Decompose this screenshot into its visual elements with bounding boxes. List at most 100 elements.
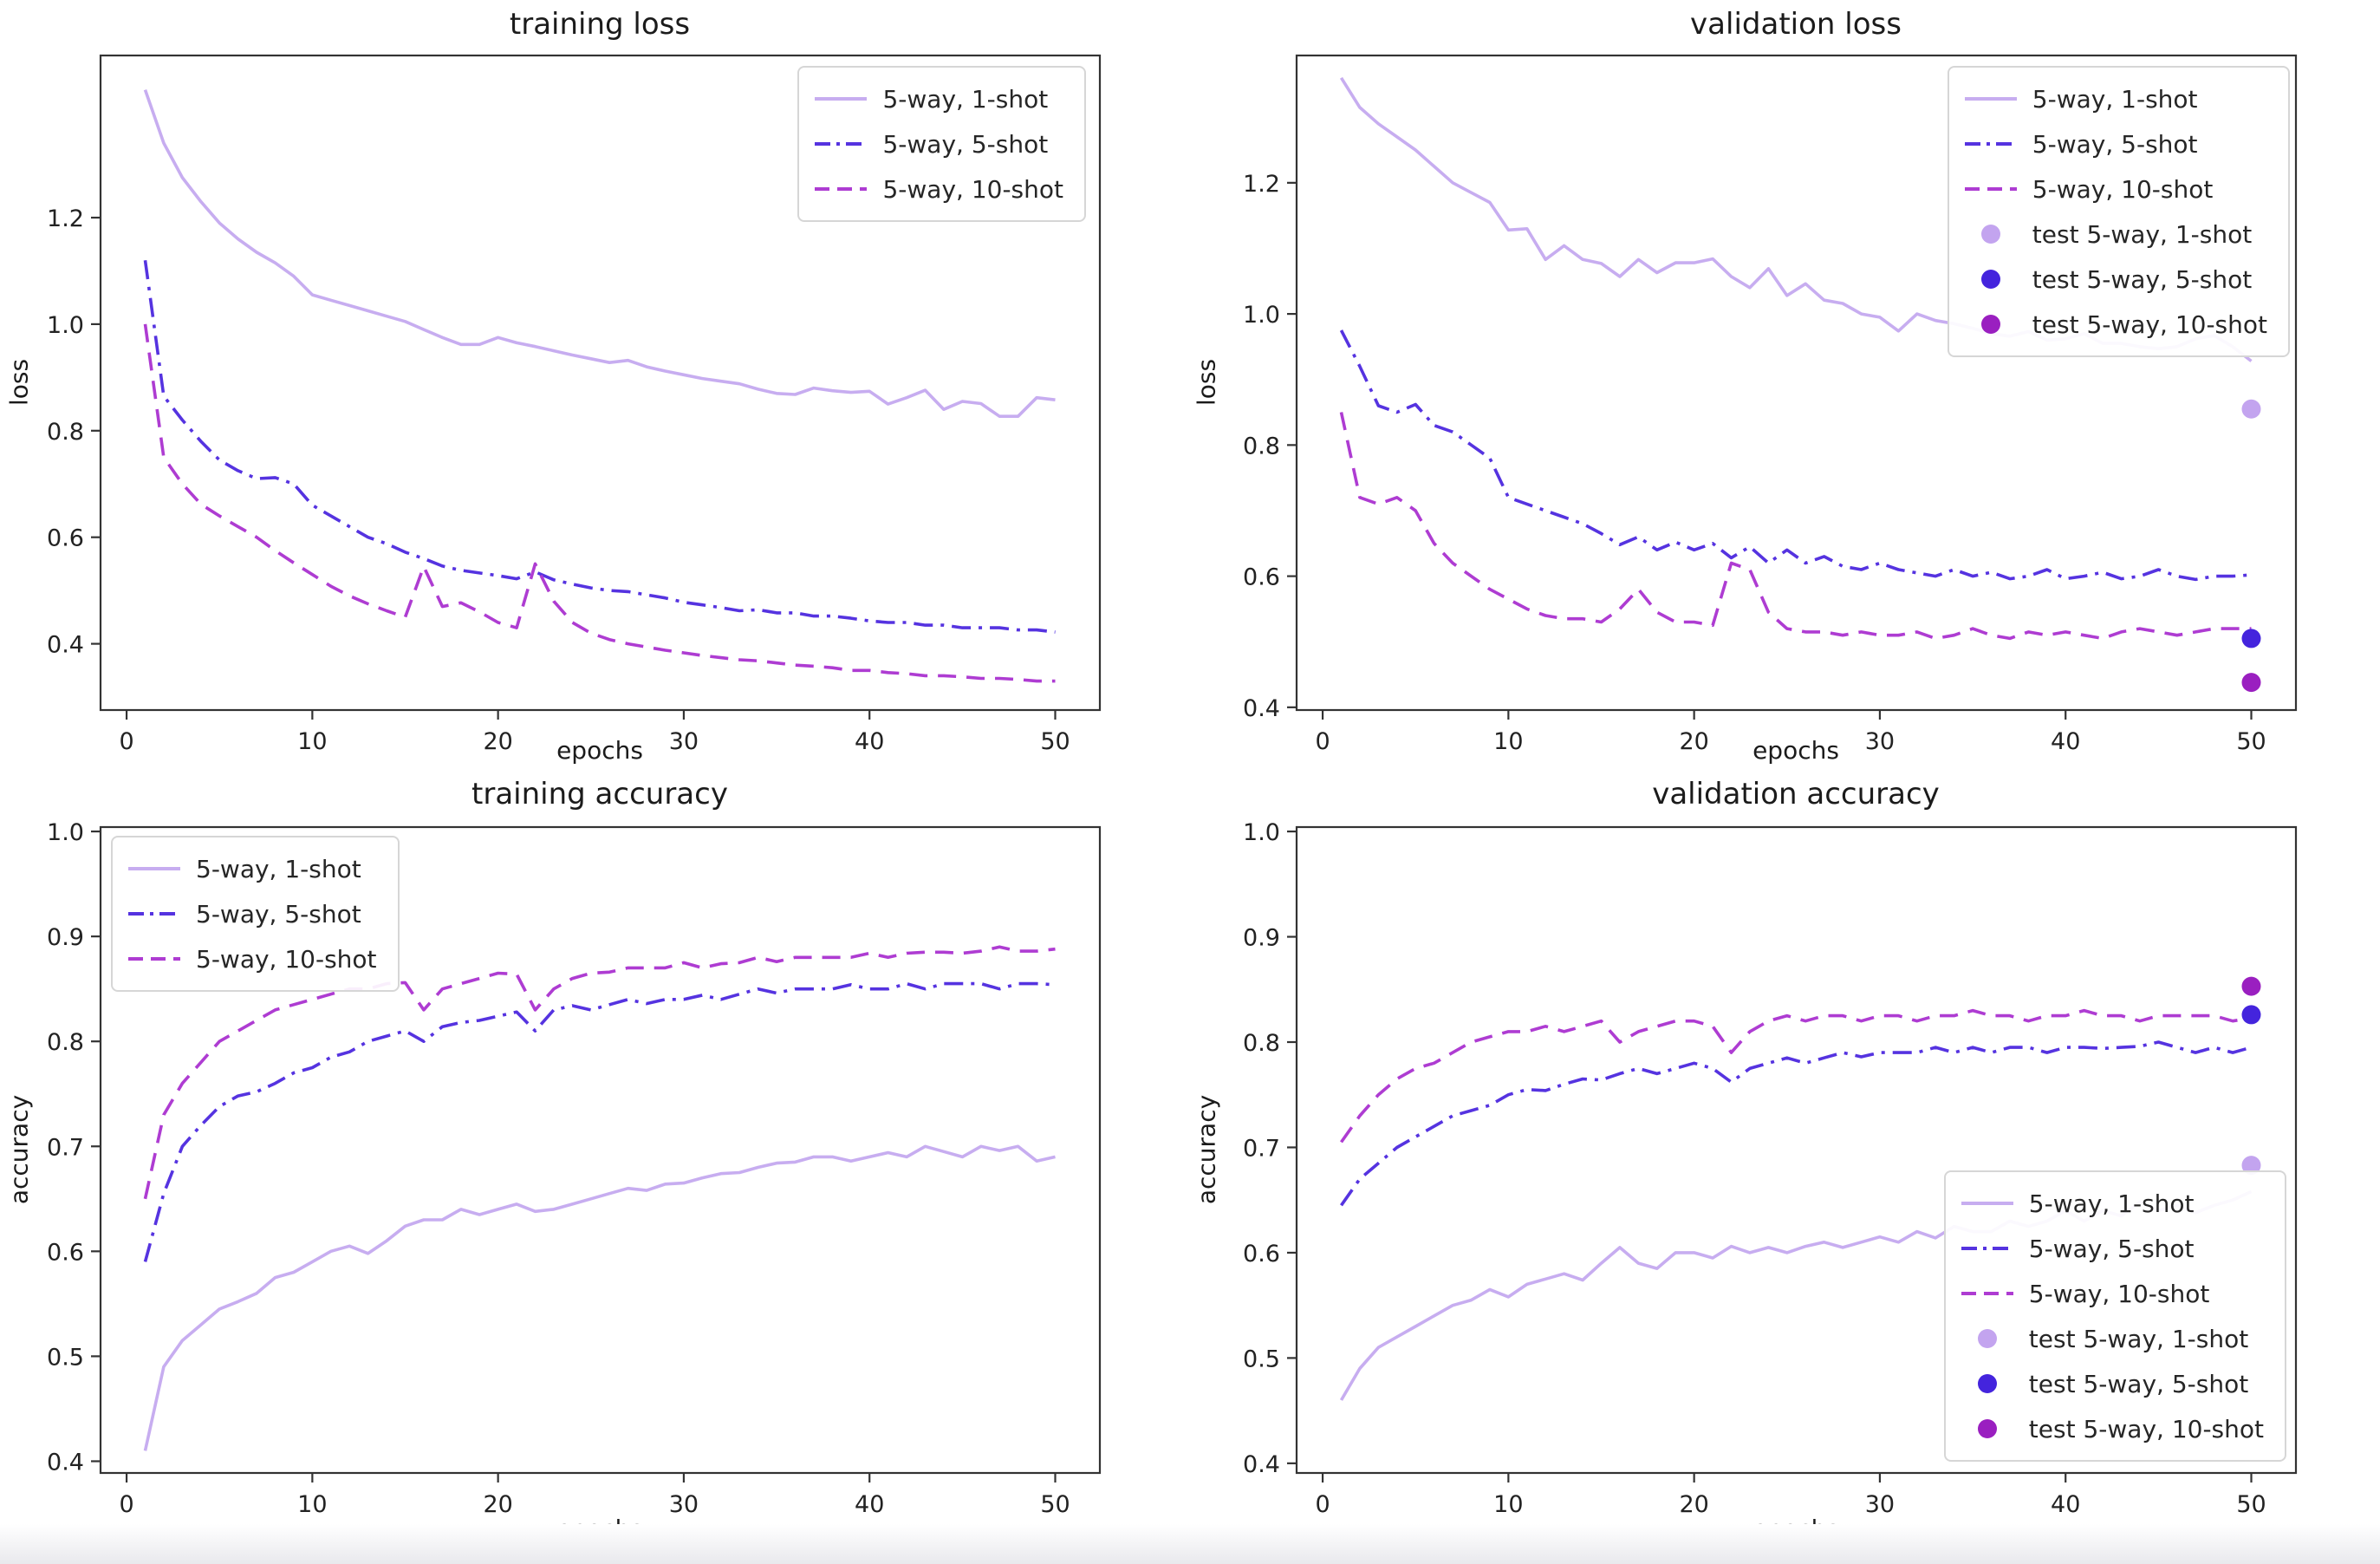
legend-entry: 5-way, 1-shot — [1960, 1181, 2264, 1226]
y-tick-label: 0.6 — [1243, 564, 1280, 591]
x-tick-label: 40 — [855, 728, 884, 755]
x-tick-label: 20 — [1679, 1491, 1708, 1518]
series-line-5-way-10-shot — [1340, 1008, 2252, 1144]
x-tick-label: 50 — [1040, 1491, 1070, 1518]
y-tick-label: 0.5 — [1243, 1346, 1280, 1372]
legend-entry: 5-way, 5-shot — [1963, 121, 2267, 166]
chart-title-validation-accuracy: validation accuracy — [1652, 777, 1940, 811]
series-line-5-way-10-shot — [1339, 412, 2252, 641]
legend-entry: 5-way, 10-shot — [813, 166, 1063, 212]
chart-title-validation-loss: validation loss — [1690, 7, 1902, 42]
legend-entry-label: 5-way, 1-shot — [2028, 1189, 2195, 1218]
legend-dot-swatch — [1977, 1419, 1997, 1438]
x-tick-label: 30 — [669, 728, 699, 755]
legend-entry-label: 5-way, 5-shot — [2032, 129, 2198, 159]
legend-entry-label: 5-way, 10-shot — [882, 174, 1063, 204]
plot-area-training-accuracy: 0 10 20 30 40 50 0.4 0.5 0.6 0.7 0.8 0.9 1.0 — [47, 819, 1102, 1518]
plot-area-training-loss: 0 10 20 30 40 50 0.4 0.6 0.8 1.0 1.2 — [47, 54, 1102, 755]
legend-line-swatch — [1964, 97, 2017, 101]
legend-validation-accuracy: 5-way, 1-shot 5-way, 5-shot 5-way, 10-shot… — [1943, 1170, 2286, 1462]
legend-entry-label: test 5-way, 10-shot — [2032, 310, 2267, 339]
x-tick-label: 40 — [2051, 728, 2080, 755]
legend-training-accuracy: 5-way, 1-shot 5-way, 5-shot 5-way, 10-shot — [111, 836, 400, 992]
series-line-5-way-5-shot — [143, 981, 1056, 1262]
legend-entry: 5-way, 1-shot — [1963, 76, 2267, 121]
test-point-test-5-way-10-shot — [2241, 673, 2261, 693]
x-tick-label: 0 — [1315, 728, 1330, 755]
x-tick-label: 0 — [1315, 1491, 1330, 1518]
legend-line-swatch — [815, 187, 868, 191]
y-tick-label: 0.7 — [47, 1134, 84, 1161]
legend-training-loss: 5-way, 1-shot 5-way, 5-shot 5-way, 10-shot — [797, 66, 1086, 222]
series-line-5-way-5-shot — [143, 259, 1056, 634]
x-tick-label: 50 — [2236, 728, 2266, 755]
y-axis-label: accuracy — [4, 1094, 34, 1205]
chart-title-training-accuracy: training accuracy — [471, 777, 728, 811]
x-tick-label: 10 — [1493, 728, 1523, 755]
x-tick-label: 50 — [2236, 1491, 2266, 1518]
legend-entry: 5-way, 10-shot — [1960, 1271, 2264, 1316]
axes-spine — [99, 54, 1102, 712]
legend-dot-swatch — [1977, 1374, 1997, 1393]
legend-entry-label: 5-way, 5-shot — [196, 899, 361, 929]
window-bottom-edge — [0, 1524, 2380, 1564]
legend-line-swatch — [128, 912, 180, 916]
y-axis-label: accuracy — [1192, 1094, 1221, 1205]
legend-line-swatch — [1964, 187, 2017, 191]
x-tick-label: 10 — [297, 1491, 327, 1518]
y-tick-label: 0.6 — [1243, 1241, 1280, 1267]
chart-title-training-loss: training loss — [509, 7, 691, 42]
y-axis-label: loss — [1192, 358, 1221, 407]
legend-entry-label: 5-way, 1-shot — [2032, 84, 2198, 114]
legend-entry-label: 5-way, 1-shot — [196, 854, 361, 883]
series-line-5-way-1-shot — [143, 1144, 1056, 1451]
series-line-5-way-5-shot — [1339, 329, 2252, 582]
x-tick-label: 30 — [669, 1491, 699, 1518]
legend-line-swatch — [128, 957, 180, 961]
legend-entry-label: test 5-way, 10-shot — [2028, 1414, 2264, 1443]
legend-entry: test 5-way, 1-shot — [1963, 212, 2267, 257]
x-tick-label: 40 — [2051, 1491, 2080, 1518]
y-tick-label: 1.2 — [47, 205, 84, 232]
x-tick-label: 20 — [483, 1491, 512, 1518]
legend-line-swatch — [1964, 142, 2017, 146]
legend-dot-swatch — [1980, 315, 2000, 334]
y-tick-label: 0.6 — [47, 525, 84, 552]
axes-spine — [1295, 825, 2298, 1475]
test-point-test-5-way-1-shot — [2241, 1156, 2261, 1176]
test-point-test-5-way-10-shot — [2241, 976, 2261, 996]
legend-entry: 5-way, 1-shot — [813, 76, 1063, 121]
y-tick-label: 0.4 — [47, 632, 84, 659]
x-axis-label: epochs — [1752, 736, 1839, 765]
x-tick-label: 50 — [1040, 728, 1070, 755]
y-tick-label: 0.9 — [1243, 925, 1280, 952]
legend-entry-label: 5-way, 5-shot — [2028, 1234, 2195, 1263]
y-tick-label: 1.0 — [47, 312, 84, 339]
x-tick-label: 40 — [855, 1491, 884, 1518]
y-axis-label: loss — [4, 358, 34, 407]
x-axis-label: epochs — [556, 736, 643, 765]
legend-entry-label: 5-way, 5-shot — [882, 129, 1049, 159]
legend-entry-label: test 5-way, 5-shot — [2028, 1369, 2249, 1398]
y-tick-label: 1.0 — [1243, 819, 1280, 846]
legend-dot-swatch — [1977, 1329, 1997, 1348]
axes-spine — [1295, 54, 2298, 712]
legend-entry: test 5-way, 5-shot — [1963, 257, 2267, 302]
legend-entry-label: 5-way, 10-shot — [2032, 174, 2214, 204]
x-tick-label: 30 — [1865, 1491, 1895, 1518]
legend-entry: test 5-way, 1-shot — [1960, 1316, 2264, 1361]
x-tick-label: 0 — [119, 728, 133, 755]
legend-entry-label: test 5-way, 5-shot — [2032, 264, 2253, 294]
y-tick-label: 0.5 — [47, 1344, 84, 1371]
axes-spine — [99, 825, 1102, 1475]
legend-entry: test 5-way, 10-shot — [1963, 302, 2267, 347]
y-tick-label: 0.7 — [1243, 1135, 1280, 1162]
legend-line-swatch — [1961, 1292, 2013, 1295]
legend-dot-swatch — [1980, 225, 2000, 244]
legend-entry: test 5-way, 10-shot — [1960, 1406, 2264, 1451]
legend-entry-label: 5-way, 10-shot — [2028, 1279, 2210, 1308]
y-tick-label: 0.8 — [1243, 1030, 1280, 1057]
series-line-5-way-10-shot — [143, 323, 1056, 683]
x-tick-label: 10 — [1493, 1491, 1523, 1518]
